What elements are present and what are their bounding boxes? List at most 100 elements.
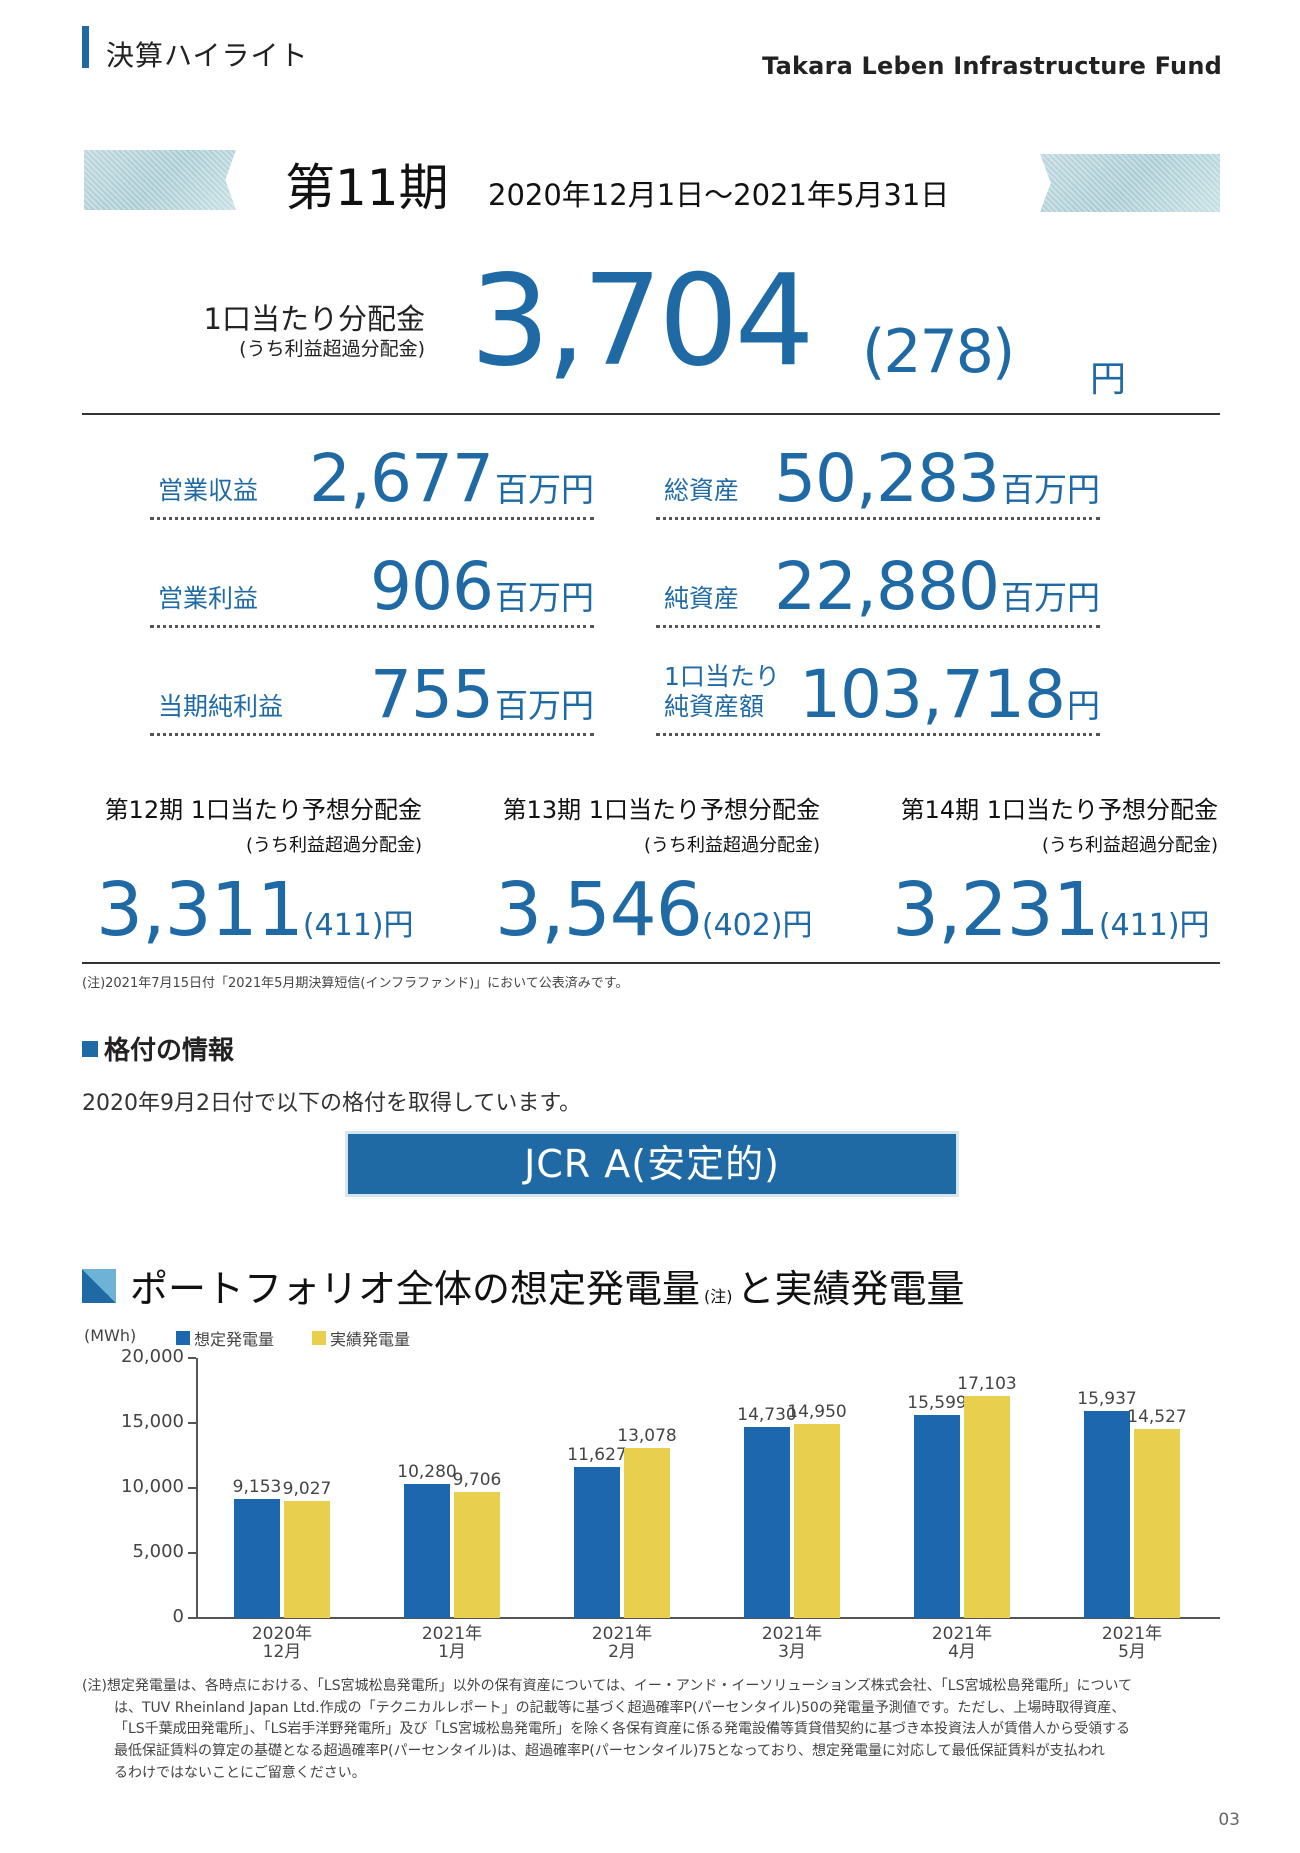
distribution-sublabel: (うち利益超過分配金): [239, 338, 425, 360]
forecast-sublabel: (うち利益超過分配金): [245, 835, 422, 856]
metric-operating-income: 営業利益 906百万円: [150, 528, 594, 628]
chart-footnote: (注)想定発電量は、各時点における、「LS宮城松島発電所」以外の保有資産について…: [82, 1678, 1133, 1781]
bar-plan: [574, 1466, 620, 1618]
x-tick-label: 2021年 5月: [1101, 1624, 1163, 1662]
page-number: 03: [1218, 1810, 1240, 1830]
x-tick-label: 2021年 2月: [591, 1624, 653, 1662]
bar-value-label: 15,599: [907, 1393, 967, 1414]
dotted-divider: [656, 733, 1100, 736]
y-tick-label: 15,000: [121, 1411, 184, 1432]
square-bullet-icon: [82, 1040, 98, 1057]
forecast-period-14: 第14期 1口当たり予想分配金 (うち利益超過分配金) 3,231(411)円: [848, 790, 1218, 947]
x-tick-label: 2021年 3月: [761, 1624, 823, 1662]
dotted-divider: [150, 625, 594, 628]
bar-actual: [794, 1423, 840, 1618]
bar-actual: [624, 1448, 670, 1618]
bar-value-label: 13,078: [617, 1425, 677, 1446]
y-axis: [196, 1358, 198, 1618]
metric-value: 22,880百万円: [774, 548, 1100, 625]
dotted-divider: [150, 517, 594, 520]
metric-value: 755百万円: [370, 656, 594, 733]
metric-net-income: 当期純利益 755百万円: [150, 636, 594, 736]
metric-label: 1口当たり 純資産額: [664, 662, 780, 721]
bar-plan: [1084, 1410, 1130, 1618]
metric-net-assets: 純資産 22,880百万円: [656, 528, 1100, 628]
metric-label: 純資産: [664, 584, 740, 613]
x-tick-label: 2021年 4月: [931, 1624, 993, 1662]
forecast-period-13: 第13期 1口当たり予想分配金 (うち利益超過分配金) 3,546(402)円: [450, 790, 820, 947]
distribution-value: 3,704: [470, 247, 815, 394]
divider: [82, 962, 1220, 964]
period-title: 第11期: [285, 159, 449, 217]
metric-value: 103,718円: [799, 656, 1100, 733]
metric-value: 906百万円: [370, 548, 594, 625]
metric-value: 50,283百万円: [774, 440, 1100, 517]
distribution-label: 1口当たり分配金: [203, 302, 425, 336]
chart-heading: ポートフォリオ全体の想定発電量 (注) と実績発電量: [82, 1258, 965, 1313]
legend-swatch-blue: [176, 1331, 190, 1345]
forecast-sublabel: (うち利益超過分配金): [643, 835, 820, 856]
forecast-value: 3,311(411)円: [96, 867, 414, 953]
dotted-divider: [656, 625, 1100, 628]
legend-item-plan: 想定発電量: [176, 1326, 274, 1350]
bar-plan: [914, 1415, 960, 1618]
diagonal-square-icon: [82, 1268, 116, 1303]
y-tick: [188, 1487, 196, 1489]
forecast-title: 第13期 1口当たり予想分配金: [502, 796, 820, 824]
bar-value-label: 9,027: [282, 1478, 332, 1499]
rating-heading: 格付の情報: [82, 1030, 234, 1067]
bar-value-label: 9,153: [232, 1477, 282, 1497]
y-tick-label: 10,000: [121, 1476, 184, 1497]
legend-swatch-yellow: [312, 1331, 326, 1345]
forecast-period-12: 第12期 1口当たり予想分配金 (うち利益超過分配金) 3,311(411)円: [52, 790, 422, 947]
metric-nav-per-unit: 1口当たり 純資産額 103,718円: [656, 636, 1100, 736]
bar-value-label: 14,950: [787, 1401, 847, 1422]
brand-name: Takara Leben Infrastructure Fund: [762, 52, 1222, 80]
bar-plan: [404, 1484, 450, 1618]
x-tick-label: 2021年 1月: [421, 1624, 483, 1662]
y-tick-label: 20,000: [121, 1346, 184, 1367]
header-accent-bar: [82, 26, 89, 68]
metric-value: 2,677百万円: [309, 440, 594, 517]
bar-value-label: 14,527: [1127, 1407, 1187, 1428]
metric-label: 総資産: [664, 476, 740, 505]
forecast-value: 3,546(402)円: [495, 867, 813, 953]
metric-label: 営業利益: [158, 584, 259, 613]
bar-value-label: 9,706: [452, 1469, 502, 1490]
bar-actual: [964, 1395, 1010, 1618]
forecast-value: 3,231(411)円: [892, 867, 1210, 953]
bar-value-label: 15,937: [1077, 1388, 1137, 1409]
bar-actual: [284, 1500, 330, 1618]
rating-description: 2020年9月2日付で以下の格付を取得しています。: [82, 1091, 582, 1116]
y-tick: [188, 1617, 196, 1619]
bar-actual: [1134, 1429, 1180, 1618]
y-tick-label: 0: [172, 1606, 184, 1627]
bar-actual: [454, 1491, 500, 1618]
forecast-sublabel: (うち利益超過分配金): [1041, 835, 1218, 856]
metric-label: 当期純利益: [158, 692, 284, 721]
metric-total-assets: 総資産 50,283百万円: [656, 420, 1100, 520]
metric-operating-revenue: 営業収益 2,677百万円: [150, 420, 594, 520]
divider: [82, 413, 1220, 415]
rating-badge: JCR A(安定的): [348, 1134, 956, 1194]
distribution-unit: 円: [1090, 359, 1127, 400]
period-range: 2020年12月1日～2021年5月31日: [488, 178, 950, 212]
chart-unit-label: (MWh): [84, 1326, 137, 1345]
y-tick-label: 5,000: [132, 1541, 184, 1562]
y-tick: [188, 1357, 196, 1359]
forecast-note: (注)2021年7月15日付「2021年5月期決算短信(インフラファンド)」にお…: [82, 976, 629, 991]
bar-plan: [744, 1426, 790, 1618]
decorative-tape-right: [1040, 154, 1220, 212]
y-tick: [188, 1422, 196, 1424]
bar-chart: 0 5,000 10,000 15,000 20,000 9,153 9,027 2020年 1…: [121, 1346, 1220, 1661]
bar-value-label: 10,280: [397, 1462, 457, 1483]
bar-plan: [234, 1499, 280, 1618]
x-axis: [196, 1617, 1220, 1619]
bar-value-label: 17,103: [957, 1373, 1017, 1394]
decorative-tape-left: [84, 150, 236, 210]
dotted-divider: [150, 733, 594, 736]
bar-value-label: 14,730: [737, 1404, 797, 1425]
metric-label: 営業収益: [158, 476, 259, 505]
y-tick: [188, 1552, 196, 1554]
x-tick-label: 2020年 12月: [251, 1624, 313, 1662]
